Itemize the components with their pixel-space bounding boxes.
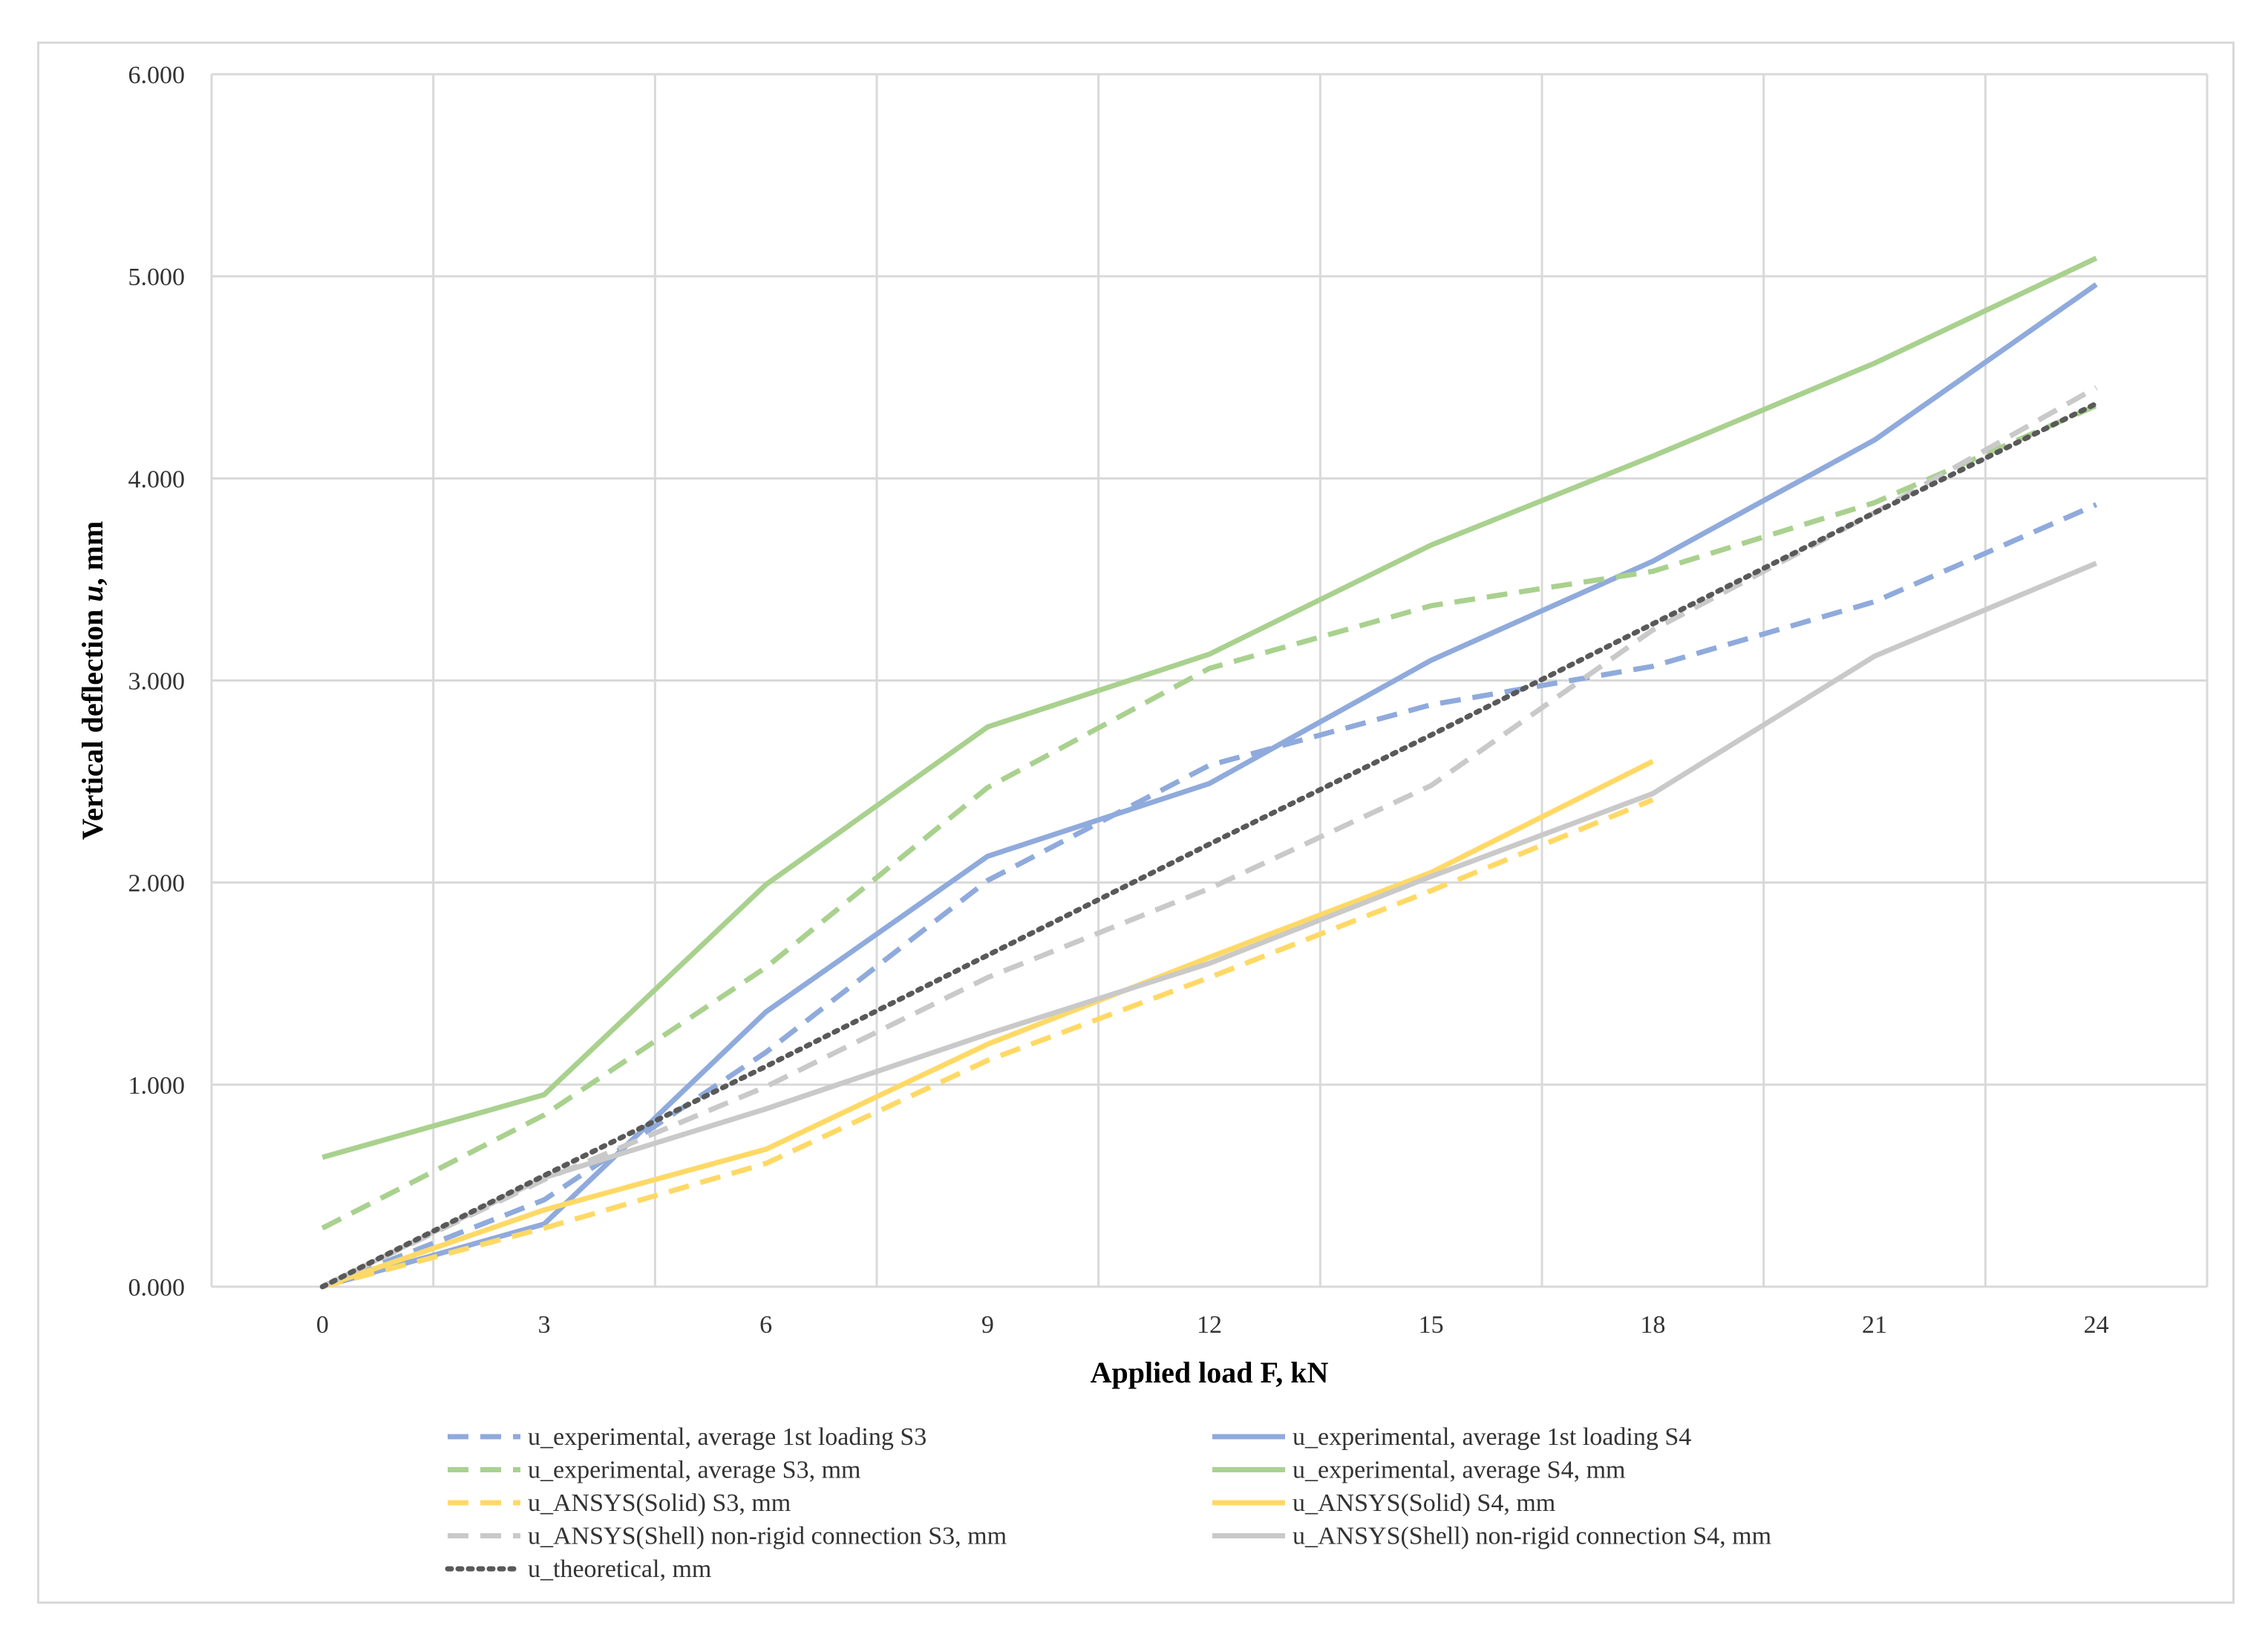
legend-label: u_theoretical, mm [528,1555,711,1583]
legend-label: u_experimental, average 1st loading S3 [528,1423,927,1451]
y-axis-title-var: u [76,585,109,601]
y-axis-title: Vertical deflection u, mm [76,521,109,840]
series-line-5 [321,797,1654,1290]
x-tick-label: 6 [759,1311,772,1339]
x-tick-label: 12 [1197,1311,1222,1339]
legend-label: u_ANSYS(Solid) S4, mm [1293,1489,1555,1517]
y-tick-label: 6.000 [128,62,186,89]
legend: u_experimental, average 1st loading S3 u_… [445,1423,1771,1583]
y-tick-label: 4.000 [128,466,186,493]
y-tick-label: 0.000 [128,1274,186,1302]
y-tick-label: 2.000 [128,870,186,898]
series-line-3 [321,403,2098,1231]
legend-label: u_ANSYS(Solid) S3, mm [528,1489,791,1517]
series-line-1 [321,502,2098,1290]
series-line-4 [321,255,2098,1160]
legend-label: u_ANSYS(Shell) non-rigid connection S4, … [1293,1523,1771,1550]
x-tick-label: 24 [2084,1311,2109,1339]
y-tick-label: 1.000 [128,1072,186,1100]
y-axis-title-prefix: Vertical deflection [76,602,109,840]
series-lines [319,255,2099,1290]
series-line-6 [321,759,1654,1290]
legend-label: u_ANSYS(Shell) non-rigid connection S3, … [528,1523,1007,1550]
grid-lines [210,73,2209,1288]
x-tick-label: 21 [1862,1311,1887,1339]
series-line-7 [321,385,2098,1290]
y-tick-label: 5.000 [128,264,186,291]
series-line-2 [321,282,2098,1290]
x-axis-ticks: 0 3 6 9 12 15 18 21 24 [316,1311,2109,1339]
series-line-8 [321,561,2098,1290]
legend-label: u_experimental, average 1st loading S4 [1293,1423,1691,1451]
x-tick-label: 15 [1419,1311,1444,1339]
x-tick-label: 9 [981,1311,994,1339]
x-axis-title: Applied load F, kN [1091,1356,1329,1389]
series-line-9 [319,401,2099,1290]
legend-label: u_experimental, average S4, mm [1293,1457,1625,1484]
y-tick-label: 3.000 [128,668,186,696]
x-tick-label: 18 [1640,1311,1665,1339]
y-axis-title-suffix: , mm [76,521,109,586]
x-tick-label: 3 [538,1311,551,1339]
y-axis-ticks: 0.000 1.000 2.000 3.000 4.000 5.000 6.000 [128,62,186,1302]
legend-label: u_experimental, average S3, mm [528,1457,860,1484]
x-tick-label: 0 [316,1311,329,1339]
chart-frame [37,42,2235,1604]
